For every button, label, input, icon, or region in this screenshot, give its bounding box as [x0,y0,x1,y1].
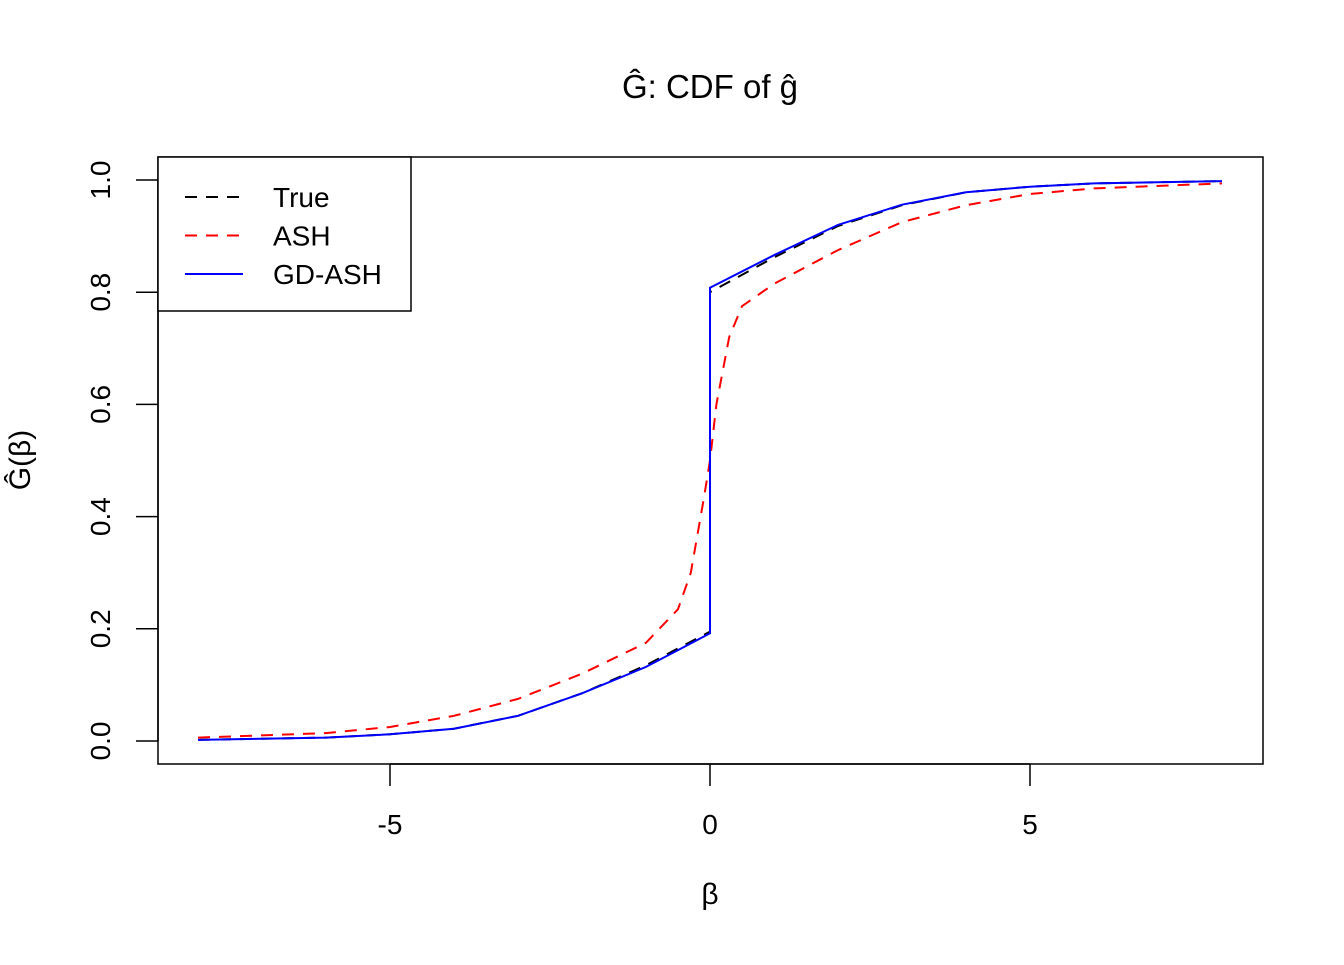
legend-label: ASH [273,221,331,252]
y-axis-label: Ĝ(β) [3,430,37,491]
y-tick-label: 0.4 [85,497,116,536]
series-line-gd-ash [197,180,1223,741]
x-axis-label: β [701,878,718,911]
y-tick-label: 0.0 [85,722,116,761]
y-axis: 0.0 0.2 0.4 0.6 0.8 1.0 [85,161,159,761]
legend: True ASH GD-ASH [157,156,412,312]
x-axis: -5 0 5 [378,763,1038,840]
legend-box [157,156,412,312]
x-tick-label: 5 [1022,809,1038,840]
y-tick-label: 0.8 [85,273,116,312]
x-tick-label: -5 [378,809,403,840]
y-tick-label: 1.0 [85,161,116,200]
series-layer [197,180,1223,741]
chart-title: Ĝ: CDF of ĝ [622,68,798,105]
y-tick-label: 0.6 [85,385,116,424]
x-tick-label: 0 [702,809,718,840]
y-tick-label: 0.2 [85,609,116,648]
legend-label: True [273,182,330,213]
legend-label: GD-ASH [273,259,382,290]
